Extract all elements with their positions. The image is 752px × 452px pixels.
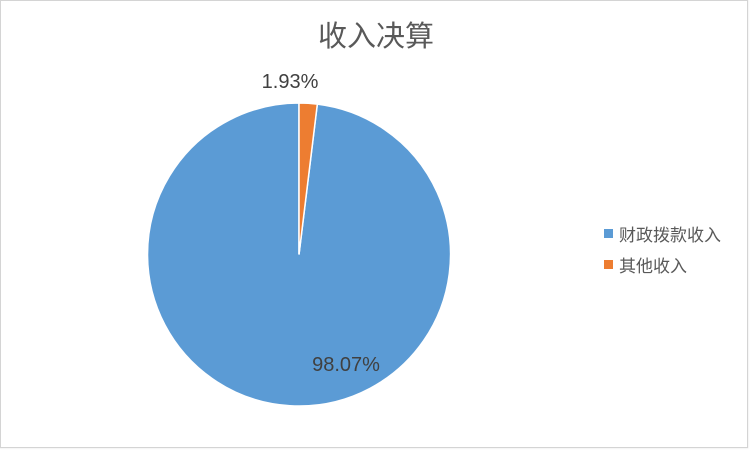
svg-text:1.93%: 1.93% <box>262 71 319 93</box>
svg-text:98.07%: 98.07% <box>312 354 380 376</box>
